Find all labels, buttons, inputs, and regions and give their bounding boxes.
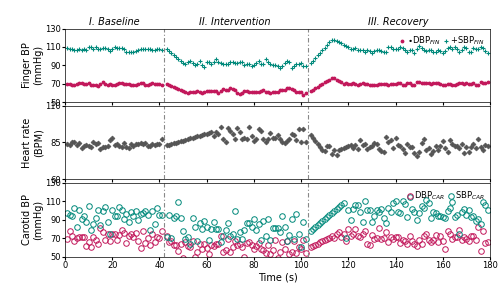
Text: III. Recovery: III. Recovery [368,17,428,27]
DBP$_{CAR}$ [185,245,191,248]
SBP$_{CAR}$ [374,208,380,211]
$\bullet$DBP$_{FIN}$ [199,92,205,95]
SBP$_{CAR}$ [298,246,304,249]
X-axis label: Time (s): Time (s) [258,272,298,282]
DBP$_{CAR}$ [274,257,280,260]
DBP$_{CAR}$ [374,236,380,239]
$\bullet$DBP$_{FIN}$ [329,76,335,80]
Line: $\bullet$DBP$_{FIN}$: $\bullet$DBP$_{FIN}$ [65,76,490,97]
+SBP$_{FIN}$ [428,48,434,52]
Line: SBP$_{CAR}$: SBP$_{CAR}$ [64,194,490,250]
+SBP$_{FIN}$ [329,38,335,41]
+SBP$_{FIN}$ [199,63,205,66]
+SBP$_{FIN}$ [326,40,332,44]
DBP$_{CAR}$ [484,240,490,243]
+SBP$_{FIN}$ [288,66,294,70]
Text: II. Intervention: II. Intervention [199,17,271,27]
$\bullet$DBP$_{FIN}$ [64,82,70,85]
$\bullet$DBP$_{FIN}$ [185,91,191,94]
$\bullet$DBP$_{FIN}$ [326,78,332,81]
Line: DBP$_{CAR}$: DBP$_{CAR}$ [64,224,490,261]
$\bullet$DBP$_{FIN}$ [317,84,323,87]
SBP$_{CAR}$ [199,228,205,231]
Legend: DBP$_{CAR}$, SBP$_{CAR}$: DBP$_{CAR}$, SBP$_{CAR}$ [406,189,486,203]
SBP$_{CAR}$ [428,216,434,219]
$\bullet$DBP$_{FIN}$ [376,82,382,86]
$\bullet$DBP$_{FIN}$ [484,81,490,84]
+SBP$_{FIN}$ [317,51,323,54]
Y-axis label: Carotid BP
(mmHg): Carotid BP (mmHg) [22,194,44,245]
Y-axis label: Finger BP
(mmHg): Finger BP (mmHg) [22,42,44,88]
SBP$_{CAR}$ [484,209,490,212]
Line: +SBP$_{FIN}$: +SBP$_{FIN}$ [65,37,490,70]
$\bullet$DBP$_{FIN}$ [428,82,434,86]
Legend: $\bullet$DBP$_{FIN}$, +SBP$_{FIN}$: $\bullet$DBP$_{FIN}$, +SBP$_{FIN}$ [399,34,486,48]
+SBP$_{FIN}$ [185,60,191,64]
Text: I. Baseline: I. Baseline [90,17,140,27]
$\bullet$DBP$_{FIN}$ [300,93,306,97]
DBP$_{CAR}$ [317,241,323,244]
DBP$_{CAR}$ [199,247,205,251]
DBP$_{CAR}$ [326,236,332,239]
DBP$_{CAR}$ [426,239,432,242]
+SBP$_{FIN}$ [376,48,382,52]
+SBP$_{FIN}$ [484,51,490,54]
SBP$_{CAR}$ [64,211,70,214]
SBP$_{CAR}$ [326,213,332,217]
Y-axis label: Heart rate
(BPM): Heart rate (BPM) [22,117,44,168]
+SBP$_{FIN}$ [64,46,70,50]
DBP$_{CAR}$ [64,237,70,241]
DBP$_{CAR}$ [475,225,481,229]
SBP$_{CAR}$ [185,236,191,239]
SBP$_{CAR}$ [317,221,323,225]
SBP$_{CAR}$ [406,195,412,199]
